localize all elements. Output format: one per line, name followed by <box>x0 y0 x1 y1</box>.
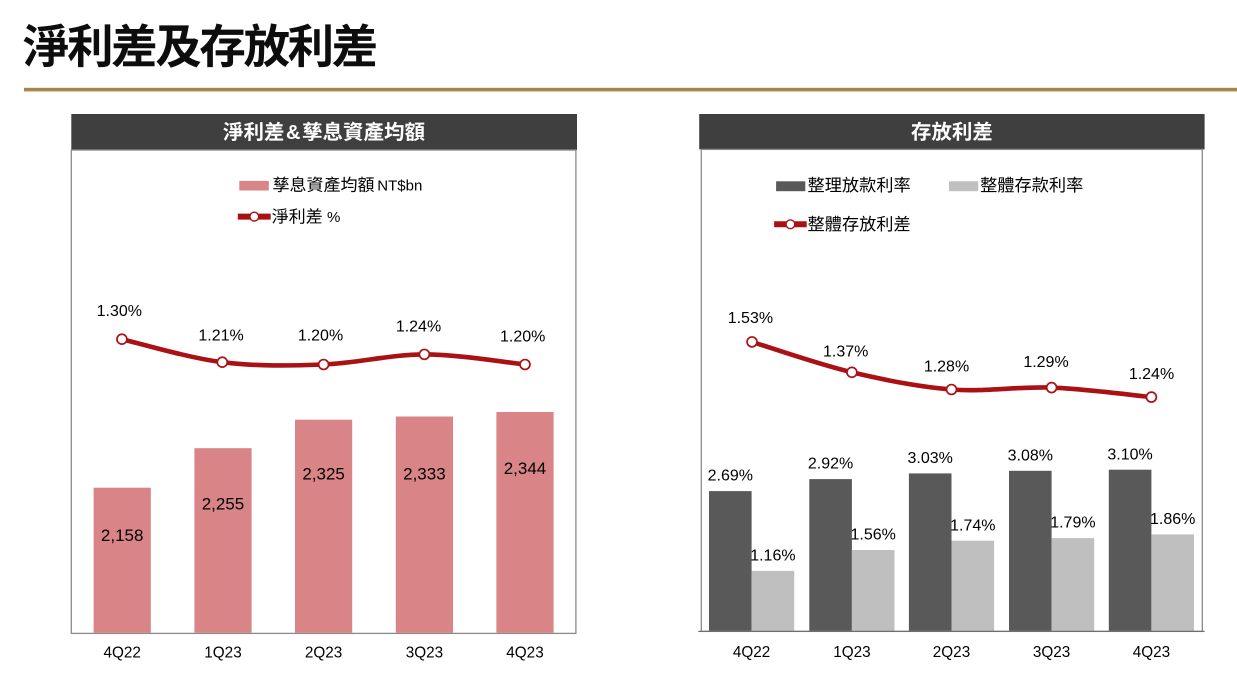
svg-text:1.86%: 1.86% <box>1150 511 1195 528</box>
svg-text:1Q23: 1Q23 <box>833 644 870 661</box>
svg-text:4Q22: 4Q22 <box>733 644 770 661</box>
svg-text:NT$bn: NT$bn <box>377 178 422 195</box>
svg-text:1.24%: 1.24% <box>1129 366 1174 383</box>
svg-text:4Q22: 4Q22 <box>103 645 140 662</box>
svg-text:2,255: 2,255 <box>202 495 245 514</box>
svg-text:1.24%: 1.24% <box>396 318 441 335</box>
svg-text:4Q23: 4Q23 <box>506 645 543 662</box>
svg-text:2Q23: 2Q23 <box>305 645 342 662</box>
svg-text:3.03%: 3.03% <box>908 450 953 467</box>
svg-text:%: % <box>327 209 340 226</box>
svg-text:1.56%: 1.56% <box>851 527 896 544</box>
svg-text:2.69%: 2.69% <box>708 468 753 485</box>
svg-text:3.10%: 3.10% <box>1107 446 1152 463</box>
svg-text:4Q23: 4Q23 <box>1133 644 1170 661</box>
svg-text:1.20%: 1.20% <box>298 328 343 345</box>
svg-text:1.29%: 1.29% <box>1023 354 1068 371</box>
svg-text:1.37%: 1.37% <box>823 344 868 361</box>
svg-text:&: & <box>286 122 300 144</box>
svg-text:1.16%: 1.16% <box>750 548 795 565</box>
svg-text:2,333: 2,333 <box>403 464 446 483</box>
svg-text:2.92%: 2.92% <box>808 456 853 473</box>
svg-text:1.28%: 1.28% <box>924 359 969 376</box>
svg-text:1.79%: 1.79% <box>1050 515 1095 532</box>
svg-text:3.08%: 3.08% <box>1008 447 1053 464</box>
svg-text:2,158: 2,158 <box>101 526 144 545</box>
svg-text:1.30%: 1.30% <box>97 303 142 320</box>
svg-text:2Q23: 2Q23 <box>933 644 970 661</box>
svg-text:1.21%: 1.21% <box>198 327 243 344</box>
svg-text:3Q23: 3Q23 <box>406 645 443 662</box>
svg-text:2,344: 2,344 <box>504 459 547 478</box>
svg-text:3Q23: 3Q23 <box>1033 644 1070 661</box>
svg-text:1Q23: 1Q23 <box>204 645 241 662</box>
svg-text:2,325: 2,325 <box>302 464 345 483</box>
svg-text:1.20%: 1.20% <box>500 328 545 345</box>
svg-text:1.53%: 1.53% <box>728 310 773 327</box>
svg-text:1.74%: 1.74% <box>950 517 995 534</box>
